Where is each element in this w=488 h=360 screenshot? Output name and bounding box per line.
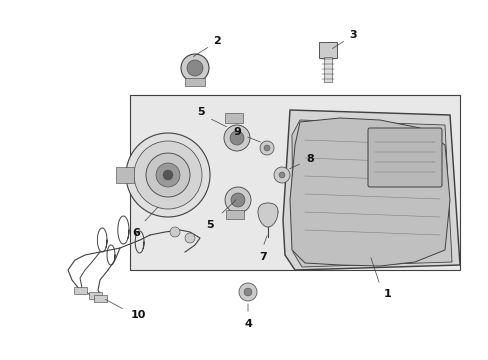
Circle shape: [156, 163, 180, 187]
Circle shape: [146, 153, 190, 197]
Text: 3: 3: [348, 30, 356, 40]
Polygon shape: [289, 118, 449, 266]
Circle shape: [244, 288, 251, 296]
Polygon shape: [258, 203, 278, 227]
Circle shape: [260, 141, 273, 155]
Text: 1: 1: [384, 289, 391, 299]
Text: 4: 4: [244, 319, 251, 329]
Circle shape: [264, 145, 269, 151]
Bar: [224, 113, 243, 123]
Text: 2: 2: [213, 36, 221, 46]
Circle shape: [224, 187, 250, 213]
FancyBboxPatch shape: [73, 287, 86, 293]
Circle shape: [229, 131, 244, 145]
Bar: [116, 167, 134, 183]
Circle shape: [279, 172, 285, 178]
Circle shape: [239, 283, 257, 301]
Circle shape: [224, 125, 249, 151]
Text: 7: 7: [259, 252, 266, 262]
Bar: [225, 210, 244, 219]
Bar: [324, 57, 331, 82]
Bar: [130, 95, 459, 270]
Text: 5: 5: [197, 107, 204, 117]
Circle shape: [126, 133, 209, 217]
Text: 8: 8: [305, 154, 313, 164]
FancyBboxPatch shape: [318, 42, 336, 58]
Polygon shape: [283, 110, 459, 270]
Text: 5: 5: [206, 220, 213, 230]
Text: 9: 9: [233, 127, 241, 137]
FancyBboxPatch shape: [93, 294, 106, 302]
Circle shape: [163, 170, 173, 180]
Circle shape: [134, 141, 202, 209]
Polygon shape: [291, 120, 451, 267]
Bar: [184, 78, 204, 86]
FancyBboxPatch shape: [367, 128, 441, 187]
Text: 10: 10: [130, 310, 145, 320]
Circle shape: [184, 233, 195, 243]
Text: 6: 6: [132, 228, 140, 238]
FancyBboxPatch shape: [88, 292, 102, 298]
Circle shape: [230, 193, 244, 207]
Circle shape: [273, 167, 289, 183]
Circle shape: [186, 60, 203, 76]
Circle shape: [181, 54, 208, 82]
Circle shape: [170, 227, 180, 237]
